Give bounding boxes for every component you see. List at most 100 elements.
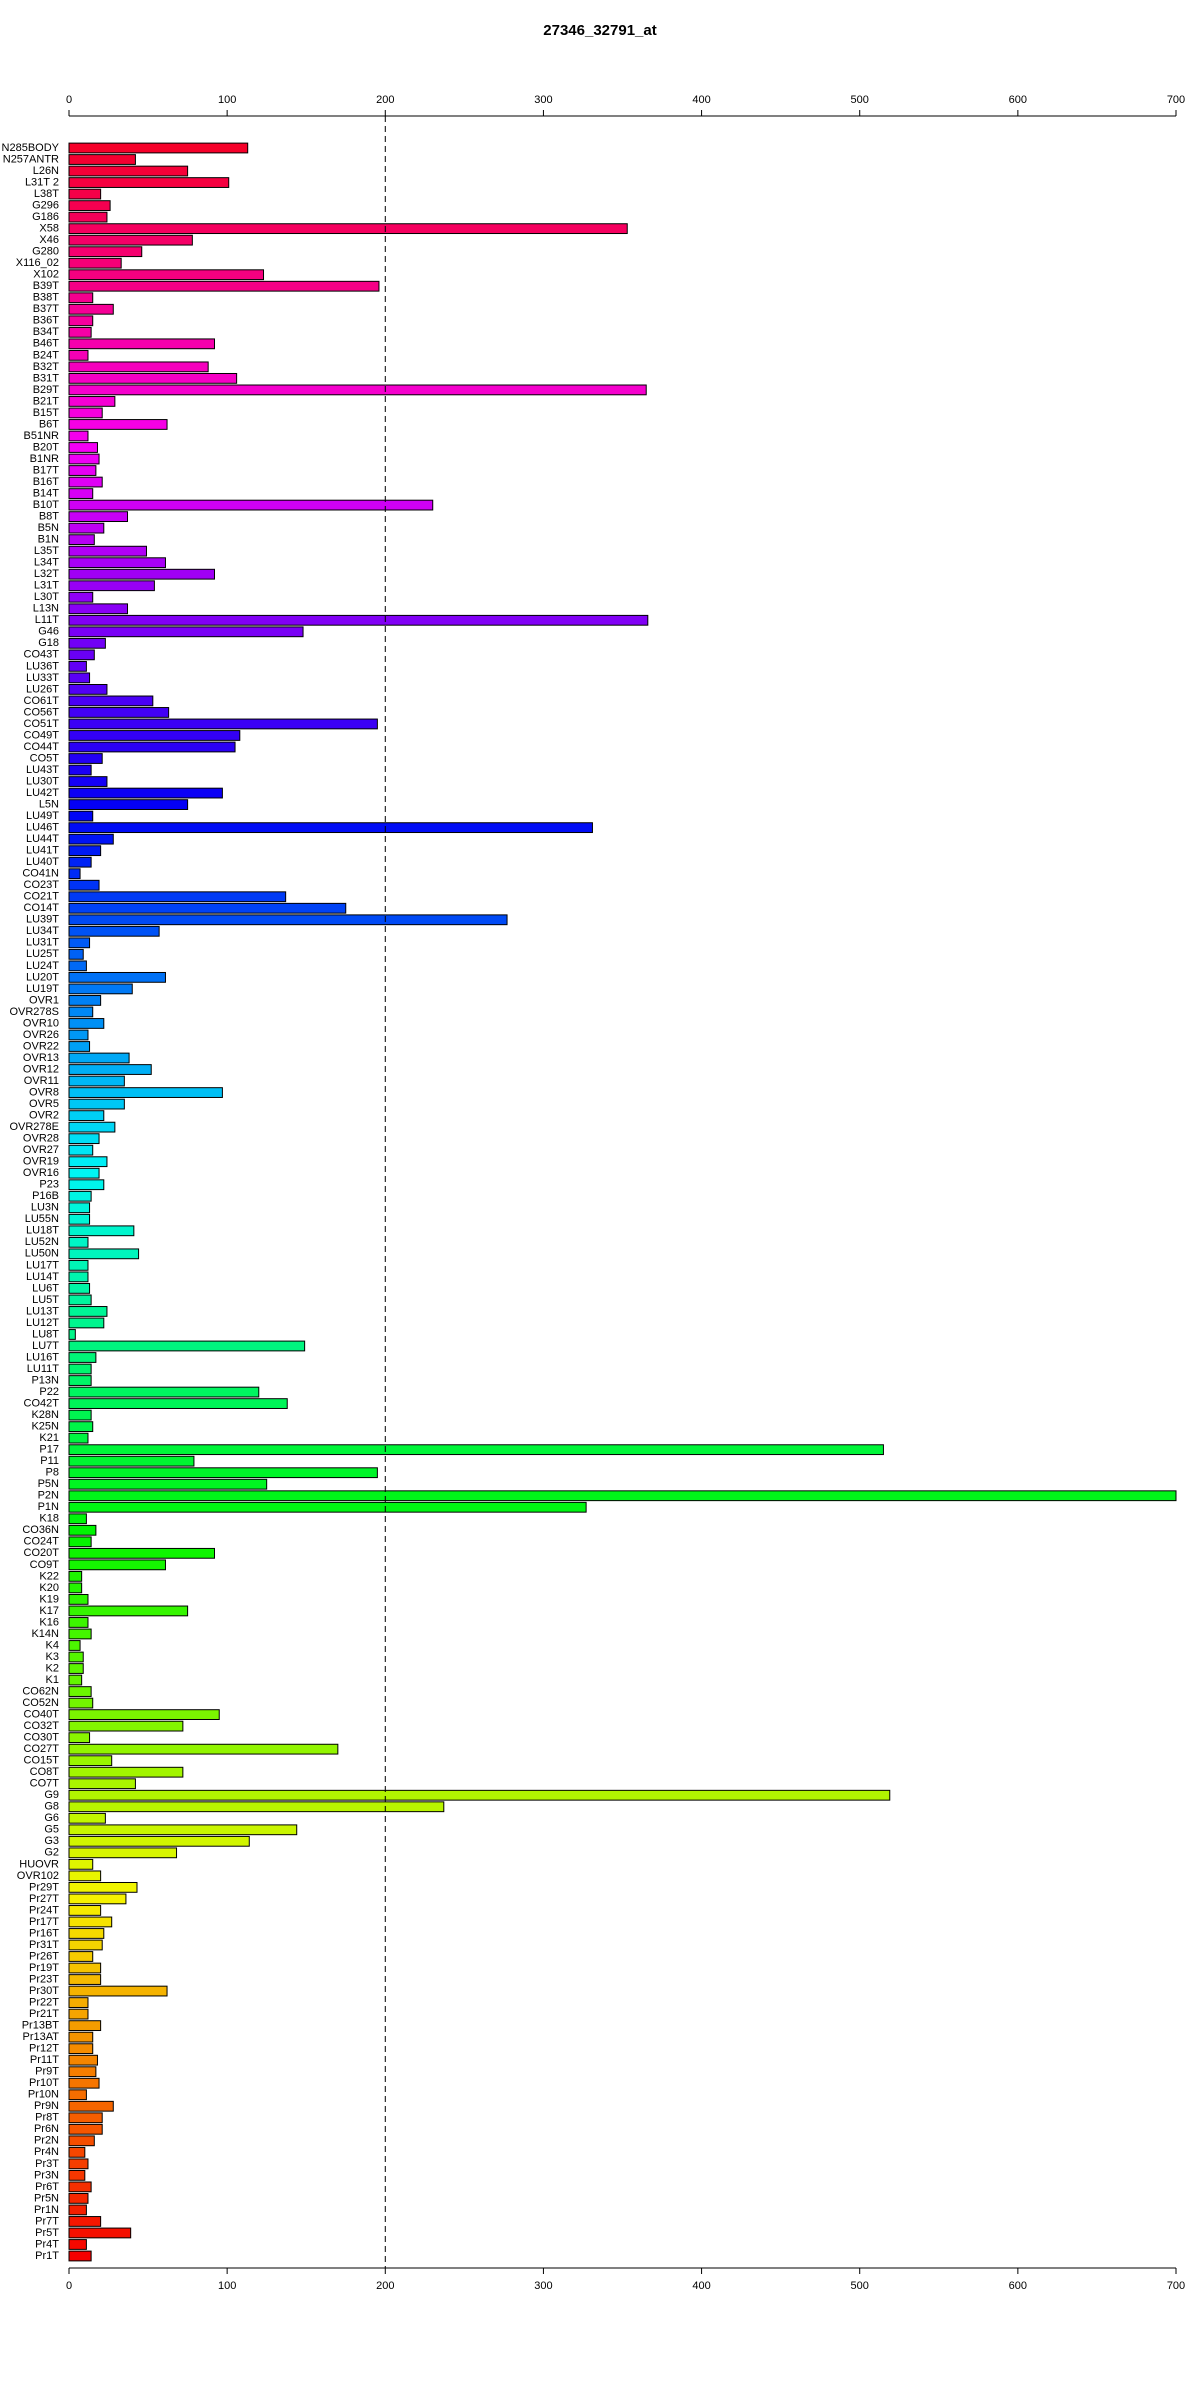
bar [68, 188, 102, 200]
x-tick-label: 400 [692, 94, 710, 106]
y-tick-label: Pr7T [35, 2215, 59, 2227]
bar [68, 349, 89, 361]
y-tick-label: LU33T [26, 672, 59, 684]
y-tick-label: B10T [33, 499, 60, 511]
y-tick-label: K18 [39, 1513, 59, 1525]
y-tick-label: L31T [34, 580, 59, 592]
y-tick-label: G296 [32, 200, 59, 212]
y-tick-label: N257ANTR [3, 153, 59, 165]
y-tick-label: Pr12T [29, 2043, 59, 2055]
y-tick-label: LU17T [26, 1259, 59, 1271]
y-tick-label: L34T [34, 557, 59, 569]
bar [68, 1190, 92, 1202]
bar [68, 787, 223, 799]
bar [68, 1075, 125, 1087]
x-tick-label: 0 [66, 94, 72, 106]
y-tick-label: L30T [34, 591, 59, 603]
y-tick-label: Pr13BT [22, 2020, 60, 2032]
y-tick-label: CO24T [24, 1536, 60, 1548]
y-tick-label: CO23T [24, 879, 60, 891]
y-tick-label: LU42T [26, 787, 59, 799]
y-tick-label: OVR12 [23, 1063, 59, 1075]
y-tick-label: G6 [44, 1812, 59, 1824]
bar [68, 2054, 98, 2066]
bar [68, 476, 103, 488]
y-tick-label: Pr13AT [23, 2031, 60, 2043]
bar [68, 1559, 166, 1571]
x-tick-label: 700 [1167, 2280, 1185, 2292]
y-tick-label: LU26T [26, 683, 59, 695]
bar [68, 799, 189, 810]
bar [68, 2169, 86, 2181]
y-tick-label: K4 [46, 1639, 59, 1651]
y-tick-label: CO15T [24, 1755, 60, 1767]
bar [68, 1628, 92, 1640]
bar [68, 1905, 102, 1916]
y-tick-label: B1NR [30, 453, 59, 465]
bar [68, 1444, 884, 1456]
y-tick-label: LU41T [26, 845, 59, 857]
bar [68, 1789, 891, 1801]
y-tick-label: LU50N [25, 1248, 59, 1260]
y-tick-label: Pr5T [35, 2227, 59, 2239]
x-tick-label: 0 [66, 2280, 72, 2292]
y-tick-label: B8T [39, 511, 59, 523]
bar [68, 822, 593, 834]
y-tick-label: K20 [39, 1582, 59, 1594]
bar [68, 223, 628, 235]
bar [68, 1812, 106, 1824]
bar [68, 2181, 92, 2193]
bar [68, 1087, 223, 1098]
bar [68, 1985, 168, 1997]
y-tick-label: OVR13 [23, 1052, 59, 1064]
bar [68, 522, 105, 534]
bar [68, 1098, 125, 1110]
bar [68, 1144, 94, 1156]
bar [68, 2123, 103, 2135]
bar [68, 568, 215, 580]
bar [68, 1202, 91, 1214]
y-tick-label: Pr6T [35, 2181, 59, 2193]
y-tick-label: CO8T [30, 1766, 60, 1778]
bar [68, 580, 155, 592]
bar [68, 453, 100, 465]
bar [68, 1617, 89, 1628]
bar [68, 430, 89, 442]
bar [68, 1329, 76, 1340]
bar [68, 2031, 94, 2043]
bar [68, 1167, 100, 1179]
bar [68, 902, 347, 914]
y-tick-label: Pr6N [34, 2123, 59, 2135]
y-tick-label: OVR102 [17, 1870, 59, 1882]
bar [68, 142, 249, 154]
y-tick-label: CO20T [24, 1547, 60, 1559]
bar [68, 2250, 92, 2262]
bar [68, 1974, 102, 1985]
bar [68, 338, 215, 350]
bar [68, 269, 265, 281]
bar [68, 1467, 378, 1479]
y-tick-label: G18 [38, 637, 59, 649]
bar [68, 1858, 94, 1870]
y-tick-label: Pr4N [34, 2146, 59, 2158]
bar [68, 465, 97, 476]
y-tick-label: K2 [46, 1662, 59, 1674]
bar [68, 914, 508, 926]
bar [68, 2066, 97, 2078]
y-tick-label: P5N [38, 1478, 59, 1490]
y-tick-label: Pr21T [29, 2008, 59, 2020]
y-tick-label: B38T [33, 292, 60, 304]
y-tick-label: LU24T [26, 960, 59, 972]
y-tick-label: B15T [33, 407, 60, 419]
y-tick-label: B6T [39, 418, 59, 430]
bar [68, 1651, 84, 1663]
x-tick-label: 600 [1009, 94, 1027, 106]
y-tick-label: G186 [32, 211, 59, 223]
y-tick-label: LU6T [32, 1282, 59, 1294]
bar [68, 361, 209, 373]
bar [68, 810, 94, 822]
bar [68, 684, 108, 695]
bar [68, 2239, 87, 2250]
y-tick-label: B34T [33, 326, 60, 338]
bar [68, 2204, 87, 2216]
